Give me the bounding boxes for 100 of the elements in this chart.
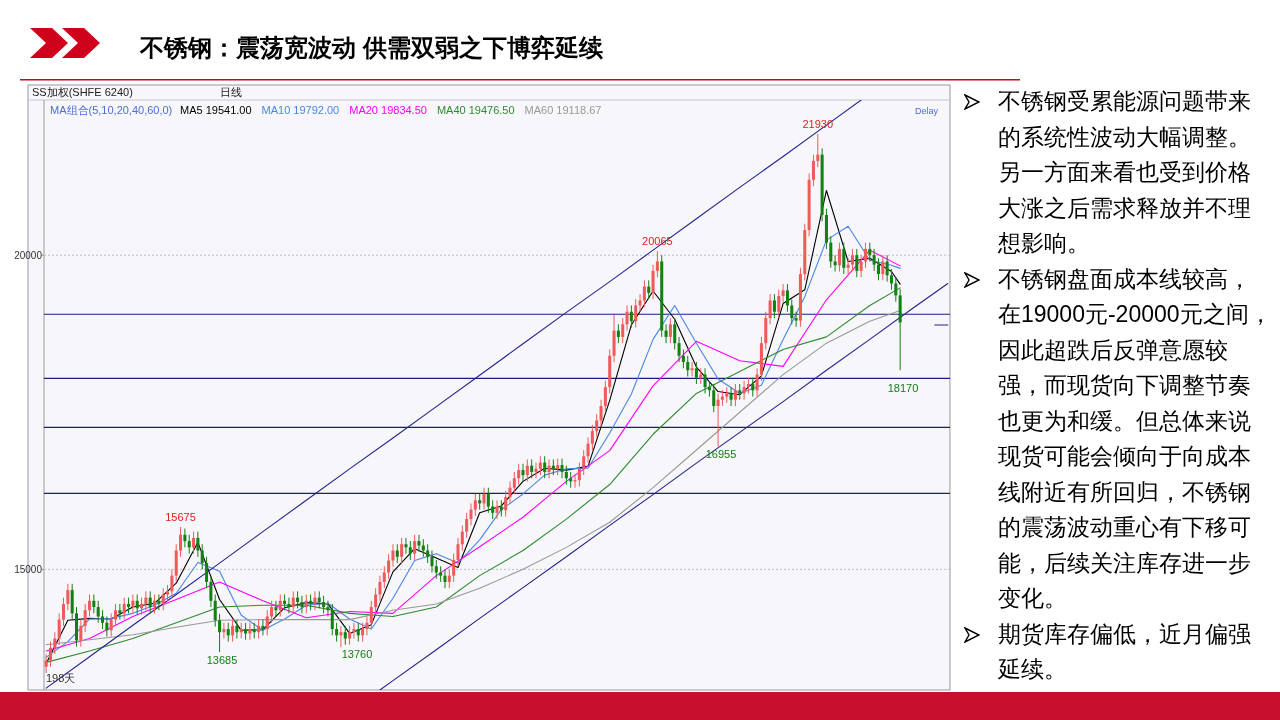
candlestick: [105, 615, 109, 638]
text: 日线: [220, 86, 242, 98]
text: 不锈钢受累能源问题带来的系统性波动大幅调整。另一方面来看也受到价格大涨之后需求释放并不理想影响。: [998, 88, 1251, 256]
candlestick: [664, 323, 668, 344]
candlestick: [57, 612, 61, 646]
candlestick: [417, 534, 421, 553]
candlestick: [599, 399, 603, 428]
candlestick: [655, 250, 659, 278]
candlestick: [443, 568, 447, 589]
candlestick: [842, 242, 846, 275]
candlestick: [187, 534, 191, 555]
candlestick: [61, 597, 66, 627]
candlestick: [179, 526, 183, 558]
candlestick: [135, 593, 139, 616]
candlestick: [690, 361, 694, 377]
candlestick: [48, 641, 53, 668]
candlestick: [404, 537, 408, 555]
candlestick: [226, 622, 230, 643]
candlestick: [426, 543, 430, 564]
candlestick: [781, 283, 785, 303]
candlestick: [547, 458, 551, 479]
candlestick: [512, 471, 516, 495]
candlestick: [889, 268, 893, 291]
candlestick: [361, 622, 365, 643]
candlestick: [157, 593, 161, 611]
candlestick: [92, 593, 96, 614]
candlestick: [881, 254, 885, 281]
text: MA10 19792.00: [261, 104, 340, 116]
candlestick: [543, 455, 547, 479]
text: MA5 19541.00: [180, 104, 252, 116]
candlestick: [300, 595, 304, 614]
candlestick: [374, 587, 378, 614]
candlestick: [287, 597, 291, 614]
candlestick: [495, 499, 499, 520]
candlestick: [261, 619, 265, 636]
candlestick: [816, 133, 820, 168]
candlestick: [96, 600, 100, 624]
candlestick: [291, 590, 295, 614]
candlestick: [387, 553, 391, 580]
candlestick: [218, 613, 222, 653]
candlestick: [257, 619, 261, 639]
candlestick: [343, 625, 347, 646]
candlestick: [534, 462, 538, 479]
candlestick: [482, 487, 486, 511]
candlestick: [348, 625, 352, 646]
candlestick: [382, 565, 386, 589]
candlestick: [712, 383, 716, 413]
candlestick: [868, 242, 872, 262]
candlestick: [777, 289, 781, 319]
candlestick: [742, 380, 746, 401]
candlestick: [369, 600, 373, 630]
candlestick: [447, 568, 451, 589]
candlestick: [452, 553, 456, 583]
candlestick: [729, 386, 733, 407]
text: MA40 19476.50: [436, 104, 515, 116]
candlestick: [885, 254, 889, 283]
candlestick: [400, 537, 404, 564]
text: MA20 19834.50: [349, 104, 427, 116]
annotation: Delay: [915, 106, 939, 116]
candlestick: [200, 543, 204, 570]
y-tick-label: 20000: [14, 249, 43, 261]
candlestick: [408, 540, 412, 561]
candlestick: [131, 593, 135, 614]
candlestick: [192, 531, 196, 555]
y-tick-label: 15000: [14, 563, 43, 575]
candlestick: [577, 462, 581, 487]
candlestick: [716, 392, 720, 448]
chart-title: 不锈钢：震荡宽波动 供需双弱之下博弈延续: [139, 34, 603, 61]
candlestick: [863, 242, 867, 269]
candlestick: [469, 502, 473, 526]
candlestick: [109, 612, 113, 638]
candlestick: [751, 377, 755, 398]
text: 不锈钢盘面成本线较高，在19000元-20000元之间，因此超跌后反弹意愿较强，而现货向下调整节奏也更为和缓。但总体来说现货可能会倾向于向成本线附近有所回归，不锈钢的震荡波动重心有下移可能，后续关注库存进一步变化。: [998, 265, 1272, 611]
candlestick: [183, 528, 187, 548]
candlestick: [560, 458, 564, 479]
candlestick: [785, 283, 789, 313]
candlestick: [231, 619, 235, 643]
candlestick: [278, 593, 282, 617]
candlestick: [213, 593, 217, 628]
candlestick: [304, 593, 308, 614]
candlestick: [586, 436, 590, 464]
candlestick: [456, 537, 460, 567]
annotation: 16955: [705, 448, 737, 460]
candlestick: [118, 603, 122, 621]
candlestick: [872, 248, 876, 272]
candlestick: [70, 583, 74, 621]
candlestick: [339, 625, 343, 648]
candlestick: [694, 361, 698, 385]
candlestick: [629, 304, 633, 328]
candlestick: [538, 455, 542, 476]
candlestick: [434, 559, 438, 580]
candlestick: [616, 323, 620, 344]
candlestick: [811, 154, 815, 187]
candlestick: [148, 590, 152, 614]
candlestick: [686, 355, 690, 377]
candlestick: [161, 587, 165, 611]
candlestick: [356, 622, 360, 643]
candlestick: [395, 543, 399, 564]
candlestick: [790, 298, 794, 325]
line-series: [45, 100, 862, 689]
